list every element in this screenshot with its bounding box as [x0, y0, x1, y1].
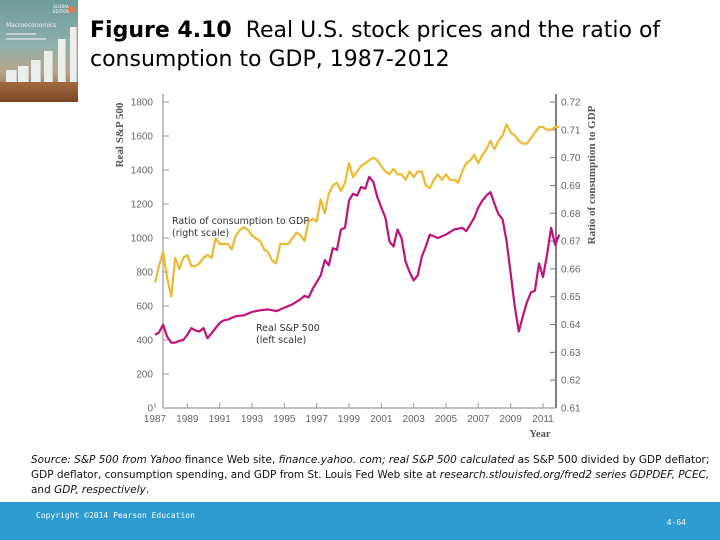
source-note-part: research.stlouisfed.org/fred2 series GDP…	[439, 469, 710, 481]
right-axis-tick-label: 0.63	[561, 348, 581, 359]
x-axis-tick-label: 2011	[532, 414, 554, 425]
source-note-part: GDP, respectively	[54, 484, 146, 496]
sp500-annotation: Real S&P 500	[256, 323, 320, 334]
cover-bar-graphic	[31, 60, 40, 84]
source-note-part: as S&P 500 divided by GDP deflator; GDP …	[31, 454, 710, 481]
x-axis-label: Year	[530, 429, 551, 440]
source-note-part: finance Web site,	[181, 454, 279, 466]
footer-bar: Copyright ©2014 Pearson Education 4-64	[0, 502, 720, 540]
figure-caption: Real U.S. stock prices and the ratio of …	[90, 18, 661, 72]
left-axis-tick-label: 200	[136, 370, 153, 381]
left-axis-tick-label: 1600	[131, 132, 154, 143]
right-axis-tick-label: 0.68	[561, 209, 581, 220]
cover-bar-graphic	[18, 66, 28, 84]
left-axis-tick-label: 0	[147, 404, 153, 415]
cover-bar-graphic	[44, 51, 52, 84]
sp500-annotation: (left scale)	[256, 335, 306, 346]
copyright-text: Copyright ©2014 Pearson Education	[36, 511, 195, 520]
chart-annotations: Ratio of consumption to GDP(right scale)…	[172, 216, 320, 346]
left-axis-tick-label: 600	[136, 302, 153, 313]
right-axis-tick-label: 0.69	[561, 181, 581, 192]
source-note-part: and	[31, 484, 55, 496]
source-note-part: .	[145, 484, 150, 496]
x-axis-tick-label: 1995	[273, 414, 296, 425]
book-title: Macroeconomics	[6, 22, 57, 29]
right-axis-tick-label: 0.62	[561, 376, 581, 387]
left-axis-label: Real S&P 500	[114, 102, 126, 167]
left-axis-tick-label: 1800	[131, 98, 154, 109]
consumption-ratio-series-line	[153, 123, 560, 298]
source-note-part: Source: S&P 500 from Yahoo	[31, 454, 182, 466]
right-axis-tick-label: 0.61	[561, 404, 581, 415]
page-number: 4-64	[666, 518, 686, 527]
chart-series	[153, 123, 561, 344]
x-axis-tick-label: 2005	[435, 414, 458, 425]
right-axis-tick-label: 0.71	[561, 125, 581, 136]
x-axis-tick-label: 1991	[209, 414, 232, 425]
right-axis-tick-label: 0.65	[561, 292, 581, 303]
x-axis-tick-label: 1993	[241, 414, 264, 425]
left-axis-tick-label: 1200	[131, 200, 154, 211]
left-axis-tick-label: 400	[136, 336, 153, 347]
x-axis-tick-label: 2001	[370, 414, 393, 425]
chart-axes: 0 200 400 600 800 1000 1200 1400 1600 1800 Real S&…	[114, 94, 598, 440]
x-axis-tick-label: 1987	[144, 414, 167, 425]
x-axis-tick-label: 1997	[306, 414, 329, 425]
book-authors-line	[6, 38, 46, 40]
figure-number: Figure 4.10	[90, 18, 232, 43]
cover-bar-graphic	[70, 27, 76, 84]
cover-bar-graphic	[6, 70, 16, 84]
right-axis-tick-label: 0.64	[561, 320, 581, 331]
slide-title: Figure 4.10 Real U.S. stock prices and t…	[90, 16, 710, 74]
source-note-part: finance.yahoo. com; real S&P 500 calcula…	[278, 454, 515, 466]
right-axis-label: Ratio of consumption to GDP	[586, 105, 598, 244]
x-axis-tick-label: 1999	[338, 414, 361, 425]
book-cover-thumbnail: GLOBAL EDITION Macroeconomics	[0, 0, 78, 102]
left-axis-tick-label: 1400	[131, 166, 154, 177]
cover-bar-graphic	[58, 39, 65, 84]
publisher-logo-icon	[68, 6, 75, 13]
cover-floor	[0, 82, 78, 102]
x-axis-tick-label: 2007	[467, 414, 490, 425]
source-note: Source: S&P 500 from Yahoo finance Web s…	[31, 453, 711, 498]
sp500-series-line	[154, 175, 561, 344]
right-axis-tick-label: 0.67	[561, 237, 581, 248]
right-axis-tick-label: 0.70	[561, 153, 581, 164]
book-edition-line	[6, 33, 36, 35]
x-axis-tick-label: 2003	[403, 414, 426, 425]
x-axis-tick-label: 1989	[176, 414, 199, 425]
global-edition-badge: GLOBAL EDITION	[53, 4, 70, 14]
consumption-ratio-annotation: Ratio of consumption to GDP	[172, 216, 309, 227]
left-axis-tick-label: 800	[136, 268, 153, 279]
x-axis-tick-label: 2009	[500, 414, 523, 425]
right-axis-tick-label: 0.72	[561, 98, 581, 109]
right-axis-tick-label: 0.66	[561, 264, 581, 275]
consumption-ratio-annotation: (right scale)	[172, 228, 229, 239]
left-axis-tick-label: 1000	[131, 234, 154, 245]
